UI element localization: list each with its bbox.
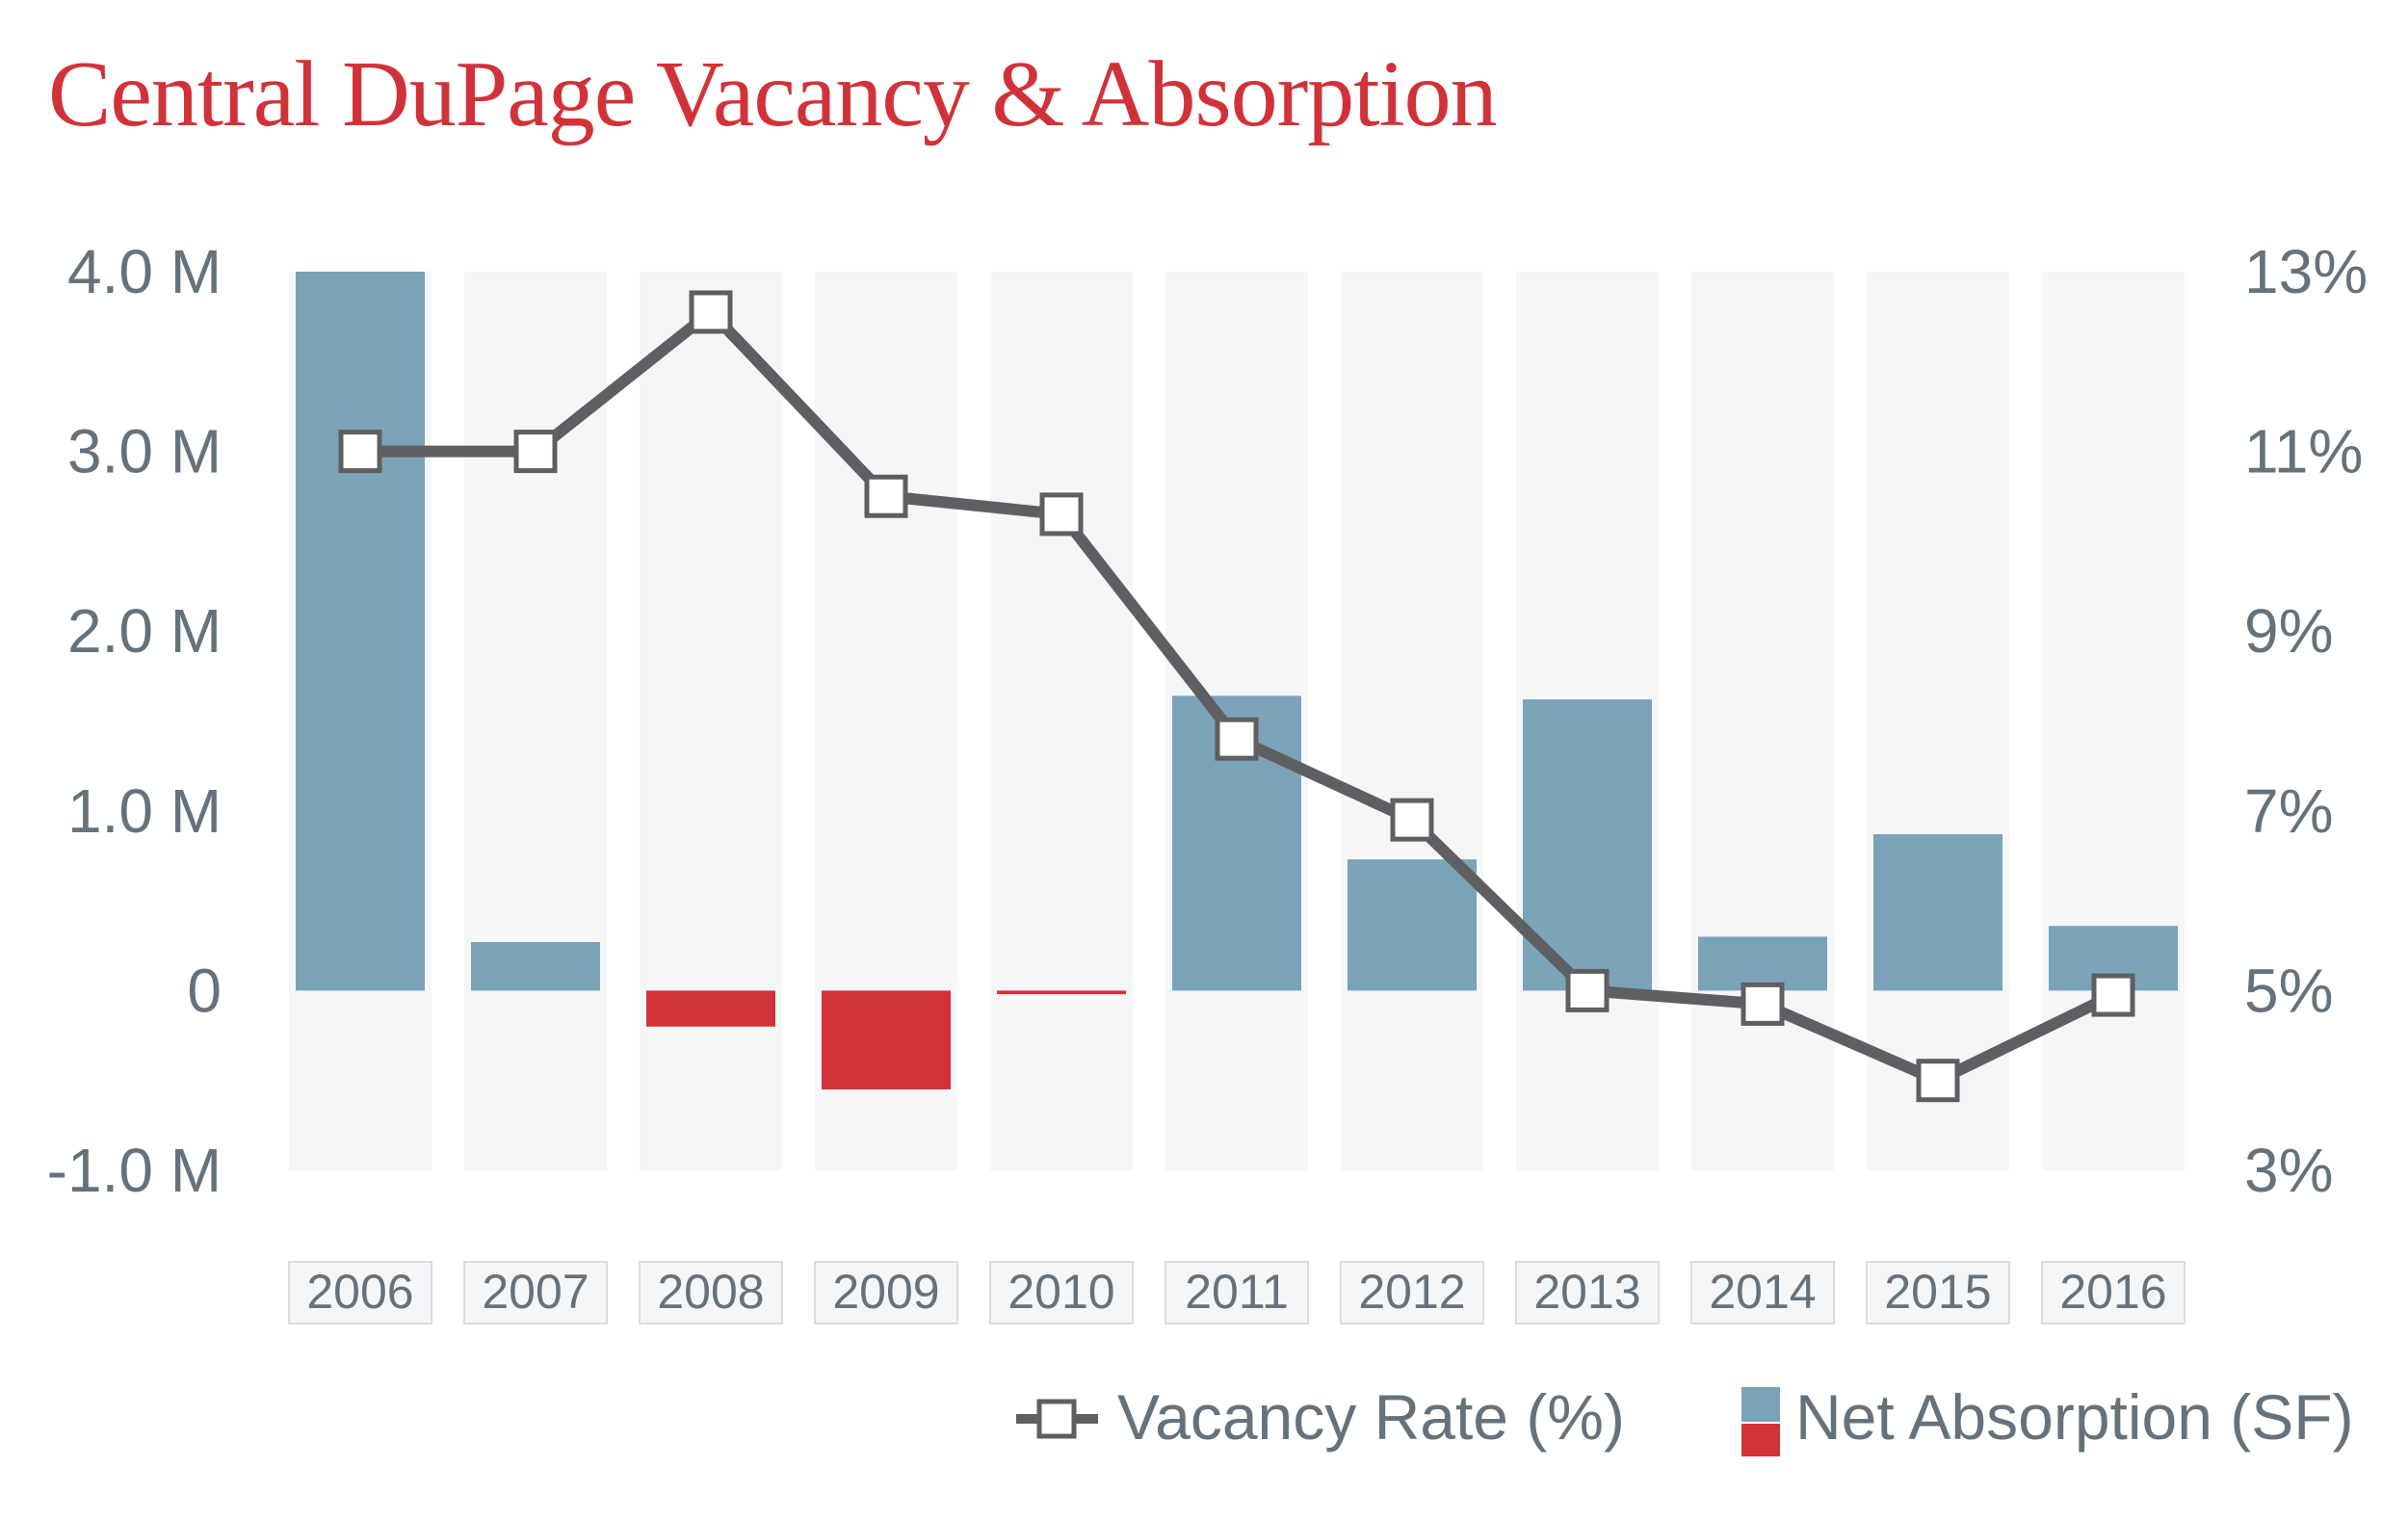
x-tick-label: 2013	[1533, 1265, 1640, 1319]
point-2013	[1565, 968, 1610, 1012]
left-tick-label: 4.0 M	[67, 237, 222, 306]
point-2016	[2091, 973, 2135, 1017]
x-tick-label: 2010	[1008, 1265, 1114, 1319]
x-tick-box	[1866, 1261, 2010, 1324]
point-2014	[1741, 982, 1785, 1026]
point-2008	[689, 290, 733, 334]
bar-2015	[1873, 834, 2002, 991]
x-tick-box	[463, 1261, 608, 1324]
x-tick-box	[1165, 1261, 1309, 1324]
point-2006	[338, 430, 382, 474]
band-2007	[464, 272, 607, 1170]
right-axis: 13% 11% 9% 7% 5% 3%	[2244, 237, 2368, 1205]
chart-title: Central DuPage Vacancy & Absorption	[48, 42, 1498, 146]
left-tick-label: 3.0 M	[67, 417, 222, 486]
right-tick-label: 11%	[2244, 417, 2363, 486]
bar-2014	[1698, 936, 1827, 991]
right-tick-label: 5%	[2244, 956, 2334, 1025]
bar-2008	[646, 990, 775, 1027]
x-tick-label: 2015	[1884, 1265, 1991, 1319]
band-2016	[2042, 272, 2185, 1170]
point-2011	[1215, 717, 1259, 761]
x-axis: 2006 2007 2008 2009 2010 2011 2012 2013 2014 2015…	[288, 1261, 2186, 1324]
legend-label-vacancy: Vacancy Rate (%)	[1117, 1381, 1625, 1453]
x-tick-label: 2009	[832, 1265, 939, 1319]
bar-2009	[822, 990, 951, 1090]
band-2010	[990, 272, 1133, 1170]
bar-2010	[997, 990, 1126, 995]
legend-label-absorption: Net Absorption (SF)	[1795, 1381, 2354, 1453]
band-2008	[640, 272, 782, 1170]
x-tick-box	[1515, 1261, 1660, 1324]
x-tick-label: 2011	[1185, 1265, 1289, 1319]
x-tick-label: 2014	[1709, 1265, 1816, 1319]
left-tick-label: 2.0 M	[67, 596, 222, 666]
x-tick-label: 2012	[1358, 1265, 1465, 1319]
point-2010	[1039, 492, 1084, 537]
x-tick-box	[1690, 1261, 1835, 1324]
line-series	[338, 290, 2135, 1103]
right-tick-label: 7%	[2244, 776, 2334, 846]
x-tick-label: 2016	[2059, 1265, 2166, 1319]
left-tick-label: 0	[187, 956, 222, 1025]
right-tick-label: 3%	[2244, 1136, 2334, 1205]
point-2009	[864, 474, 908, 518]
legend-line-marker	[1036, 1399, 1077, 1439]
legend: Vacancy Rate (%) Net Absorption (SF)	[1016, 1381, 2354, 1456]
right-tick-label: 13%	[2244, 237, 2368, 306]
x-tick-box	[2041, 1261, 2186, 1324]
right-tick-label: 9%	[2244, 596, 2334, 666]
x-tick-box	[639, 1261, 783, 1324]
bar-2007	[471, 942, 600, 991]
x-tick-box	[989, 1261, 1134, 1324]
x-tick-box	[1340, 1261, 1484, 1324]
point-2015	[1916, 1059, 1960, 1103]
x-tick-box	[814, 1261, 958, 1324]
band-2012	[1341, 272, 1483, 1170]
bar-2006	[296, 272, 425, 991]
left-axis: 4.0 M 3.0 M 2.0 M 1.0 M 0 -1.0 M	[47, 237, 222, 1205]
point-2012	[1390, 798, 1434, 842]
band-2014	[1691, 272, 1834, 1170]
bar-2012	[1348, 859, 1477, 991]
legend-bar-negative-swatch	[1741, 1424, 1780, 1456]
left-tick-label: -1.0 M	[47, 1136, 222, 1205]
x-tick-label: 2007	[482, 1265, 589, 1319]
band-2015	[1867, 272, 2009, 1170]
x-tick-box	[288, 1261, 432, 1324]
point-2007	[513, 430, 558, 474]
legend-bar-positive-swatch	[1741, 1387, 1780, 1422]
left-tick-label: 1.0 M	[67, 776, 222, 846]
x-tick-label: 2008	[657, 1265, 764, 1319]
x-tick-label: 2006	[306, 1265, 413, 1319]
